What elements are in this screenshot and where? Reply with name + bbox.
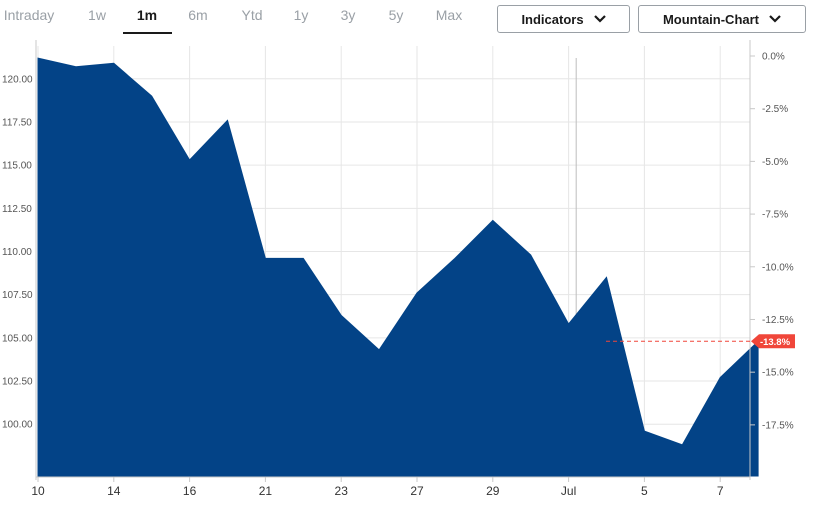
- axis-labels: 120.00 117.50 115.00 112.50 110.00 107.50 105.…: [2, 52, 795, 498]
- active-tab-underline: [123, 32, 172, 34]
- x-tick-label: 14: [107, 484, 121, 498]
- x-tick-label: 5: [641, 484, 648, 498]
- range-tab-ytd[interactable]: Ytd: [241, 7, 263, 23]
- y-left-tick-label: 112.50: [2, 204, 32, 215]
- y-left-tick-label: 100.00: [2, 420, 33, 431]
- x-tick-label: 16: [183, 484, 197, 498]
- range-tab-6m[interactable]: 6m: [188, 7, 208, 23]
- y-right-tick-label: 0.0%: [762, 52, 785, 63]
- range-tab-intraday[interactable]: Intraday: [3, 7, 55, 23]
- chart-type-label: Mountain-Chart: [662, 11, 760, 27]
- chart-type-button[interactable]: Mountain-Chart: [638, 5, 806, 33]
- range-tab-1w[interactable]: 1w: [88, 7, 106, 23]
- x-tick-label: 7: [717, 484, 724, 498]
- indicators-button[interactable]: Indicators: [497, 5, 630, 33]
- y-right-tick-label: -12.5%: [762, 315, 794, 326]
- y-left-tick-label: 110.00: [2, 247, 32, 258]
- y-right-tick-label: -17.5%: [762, 420, 794, 431]
- y-right-tick-label: -7.5%: [762, 210, 788, 221]
- range-tab-5y[interactable]: 5y: [388, 7, 404, 23]
- y-left-tick-label: 120.00: [2, 74, 33, 85]
- y-left-tick-label: 115.00: [2, 161, 32, 172]
- chevron-down-icon: [769, 15, 781, 23]
- chart-axes: [35, 40, 755, 482]
- y-right-tick-label: -2.5%: [762, 104, 788, 115]
- x-tick-label: 23: [335, 484, 349, 498]
- range-tab-1y[interactable]: 1y: [293, 7, 309, 23]
- x-tick-label: 27: [410, 484, 424, 498]
- x-tick-label: Jul: [561, 484, 576, 498]
- price-area-path: [37, 57, 759, 477]
- current-change-label: -13.8%: [760, 337, 791, 348]
- x-tick-label: 21: [259, 484, 273, 498]
- y-right-tick-label: -10.0%: [762, 262, 794, 273]
- y-left-tick-label: 107.50: [2, 290, 33, 301]
- x-tick-label: 10: [31, 484, 45, 498]
- price-area: [37, 57, 759, 477]
- y-left-tick-label: 117.50: [2, 117, 32, 128]
- chart-toolbar: Intraday 1w 1m 6m Ytd 1y 3y 5y Max Indicators Mo…: [0, 0, 818, 40]
- y-right-tick-label: -15.0%: [762, 368, 794, 379]
- current-change-badge: [751, 334, 795, 349]
- range-tab-1m[interactable]: 1m: [136, 7, 158, 23]
- range-tab-max[interactable]: Max: [435, 7, 463, 23]
- chevron-down-icon: [593, 15, 606, 23]
- x-tick-label: 29: [486, 484, 500, 498]
- y-right-tick-label: -5.0%: [762, 157, 788, 168]
- indicators-label: Indicators: [521, 11, 584, 27]
- range-tab-3y[interactable]: 3y: [340, 7, 356, 23]
- y-left-tick-label: 102.50: [2, 377, 33, 388]
- y-left-tick-label: 105.00: [2, 333, 33, 344]
